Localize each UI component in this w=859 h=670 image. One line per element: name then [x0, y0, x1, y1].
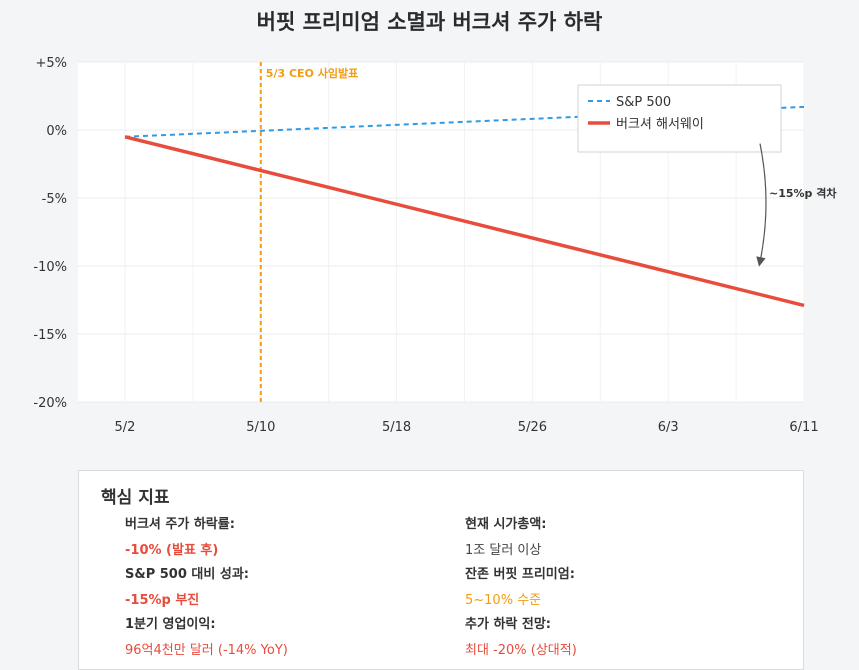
x-tick-label: 5/26	[518, 420, 547, 435]
metric-value: 5~10% 수준	[465, 593, 542, 608]
y-tick-label: -20%	[33, 396, 67, 411]
y-tick-label: +5%	[35, 56, 67, 71]
metric-value: 최대 -20% (상대적)	[465, 643, 577, 658]
metric-label: S&P 500 대비 성과:	[125, 567, 249, 582]
metric-label: 1분기 영업이익:	[125, 617, 216, 632]
metric-value: 1조 달러 이상	[465, 543, 542, 558]
legend-label: 버크셔 해서웨이	[616, 117, 704, 132]
metric-label: 버크셔 주가 하락률:	[125, 517, 235, 532]
metric-label: 추가 하락 전망:	[465, 617, 552, 632]
grid	[78, 61, 805, 403]
series-lines	[124, 105, 805, 308]
y-tick-label: -10%	[33, 260, 67, 275]
metric-item: 현재 시가총액: 1조 달러 이상	[465, 513, 765, 558]
series-line	[124, 135, 805, 308]
metric-label: 잔존 버핏 프리미엄:	[465, 567, 575, 582]
y-tick-label: 0%	[46, 124, 67, 139]
x-tick-label: 6/11	[789, 420, 818, 435]
x-tick-label: 5/18	[382, 420, 411, 435]
metric-label: 현재 시가총액:	[465, 517, 547, 532]
legend: S&P 500 버크셔 해서웨이	[577, 84, 782, 153]
gap-label: ~15%p 격차	[769, 186, 837, 200]
gap-arrow	[756, 143, 767, 267]
y-tick-label: -15%	[33, 328, 67, 343]
legend-label: S&P 500	[616, 95, 671, 110]
metric-item: 잔존 버핏 프리미엄: 5~10% 수준	[465, 563, 765, 608]
y-tick-label: -5%	[42, 192, 67, 207]
x-tick-label: 5/10	[246, 420, 275, 435]
legend-box	[577, 84, 782, 153]
metric-value: -10% (발표 후)	[125, 543, 219, 558]
metric-item: S&P 500 대비 성과: -15%p 부진	[125, 563, 425, 608]
metric-value: 96억4천만 달러 (-14% YoY)	[125, 643, 288, 658]
metric-item: 1분기 영업이익: 96억4천만 달러 (-14% YoY)	[125, 613, 425, 658]
metric-item: 추가 하락 전망: 최대 -20% (상대적)	[465, 613, 765, 658]
gap-annotation: ~15%p 격차	[756, 143, 837, 267]
metric-value: -15%p 부진	[125, 593, 200, 608]
annotations: 5/3 CEO 사임발표	[259, 62, 358, 402]
line-chart: +5% 0% -5% -10% -15% -20% 5/2 5/10 5/18 5/26 6/3 6…	[33, 56, 837, 435]
chart-title: 버핏 프리미엄 소멸과 버크셔 주가 하락	[256, 10, 603, 34]
metrics-title: 핵심 지표	[101, 488, 170, 508]
x-tick-label: 5/2	[115, 420, 136, 435]
key-metrics-panel: 핵심 지표 버크셔 주가 하락률: -10% (발표 후) 현재 시가총액: 1조 달…	[78, 470, 804, 670]
y-axis-ticks: +5% 0% -5% -10% -15% -20%	[33, 56, 67, 411]
x-tick-label: 6/3	[658, 420, 679, 435]
x-axis-ticks: 5/2 5/10 5/18 5/26 6/3 6/11	[115, 420, 819, 435]
metric-item: 버크셔 주가 하락률: -10% (발표 후)	[125, 513, 425, 558]
ceo-resignation-label: 5/3 CEO 사임발표	[266, 66, 358, 80]
